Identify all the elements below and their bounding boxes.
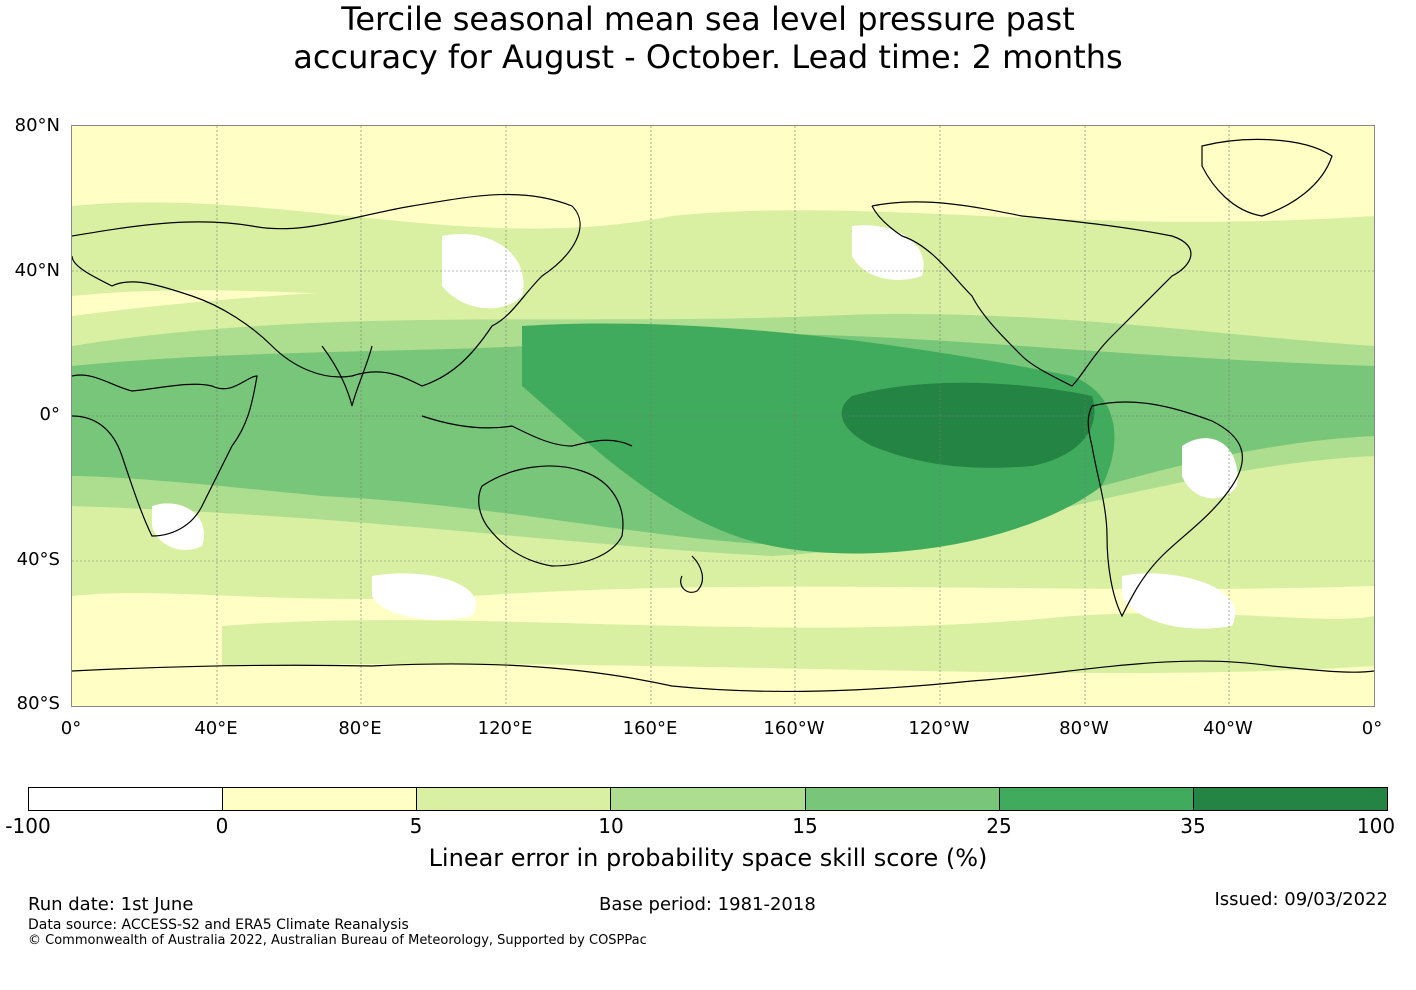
lon-label-120e: 120°E bbox=[477, 718, 533, 739]
colorbar bbox=[28, 787, 1388, 811]
lat-label-80s: 80°S bbox=[16, 693, 60, 714]
skill-patch-white-south-africa bbox=[152, 503, 204, 550]
lon-label-80e: 80°E bbox=[338, 718, 382, 739]
lon-label-120w: 120°W bbox=[908, 718, 970, 739]
skill-patch-lightgreen-south bbox=[222, 613, 1374, 674]
lon-label-40w: 40°W bbox=[1203, 718, 1253, 739]
skill-patch-darkgreen-pacific bbox=[522, 323, 1115, 554]
coastlines bbox=[72, 138, 1374, 693]
colorbar-bin-4 bbox=[611, 788, 806, 810]
base-period: Base period: 1981-2018 bbox=[599, 894, 816, 915]
colorbar-bin-6 bbox=[999, 788, 1194, 810]
run-date: Run date: 1st June bbox=[28, 894, 194, 915]
lon-label-0-east: 0° bbox=[1361, 718, 1383, 739]
coastline-south-america bbox=[1087, 401, 1243, 618]
coastline-africa bbox=[72, 374, 258, 537]
copyright: © Commonwealth of Australia 2022, Austra… bbox=[28, 933, 647, 948]
title-line-2: accuracy for August - October. Lead time… bbox=[293, 38, 1123, 76]
coastline-india bbox=[321, 345, 373, 407]
skill-field bbox=[72, 202, 1374, 674]
issued-date: Issued: 09/03/2022 bbox=[1214, 889, 1388, 910]
colorbar-tick-2: 0 bbox=[215, 814, 229, 838]
coastline-antarctica bbox=[72, 660, 1374, 693]
colorbar-tick-5: 15 bbox=[792, 814, 818, 838]
lon-label-160e: 160°E bbox=[622, 718, 678, 739]
colorbar-tick-3: 5 bbox=[409, 814, 423, 838]
title-line-1: Tercile seasonal mean sea level pressure… bbox=[341, 0, 1075, 38]
coastline-north-america bbox=[871, 201, 1192, 387]
skill-patch-darkestgreen-pacific bbox=[841, 382, 1095, 468]
lon-label-160w: 160°W bbox=[763, 718, 825, 739]
skill-patch-white-nw-pacific bbox=[442, 234, 524, 309]
coastline-eurasia bbox=[72, 193, 581, 387]
skill-score-map bbox=[71, 125, 1375, 707]
colorbar-bin-3 bbox=[417, 788, 612, 810]
coastline-greenland bbox=[1201, 138, 1333, 217]
skill-patch-white-south-america bbox=[1182, 438, 1238, 499]
colorbar-bin-5 bbox=[805, 788, 1000, 810]
map-title: Tercile seasonal mean sea level pressure… bbox=[0, 0, 1416, 76]
coastline-australia bbox=[478, 465, 624, 567]
colorbar-tick-8: 100 bbox=[1356, 814, 1396, 838]
coastline-indonesia bbox=[421, 415, 633, 447]
lat-label-40n: 40°N bbox=[14, 260, 60, 281]
skill-patch-white-southern-ocean-2 bbox=[1122, 573, 1236, 629]
lon-label-80w: 80°W bbox=[1059, 718, 1109, 739]
coastline-new-zealand bbox=[680, 555, 704, 593]
skill-patch-white-ne-pacific bbox=[852, 225, 924, 280]
lon-label-0: 0° bbox=[60, 718, 82, 739]
colorbar-bin-7 bbox=[1193, 788, 1387, 810]
colorbar-bin-2 bbox=[223, 788, 418, 810]
colorbar-label: Linear error in probability space skill … bbox=[428, 844, 988, 872]
lat-label-0: 0° bbox=[39, 404, 60, 425]
data-source: Data source: ACCESS-S2 and ERA5 Climate … bbox=[28, 917, 409, 933]
colorbar-tick-7: 35 bbox=[1180, 814, 1206, 838]
lat-label-80n: 80°N bbox=[14, 115, 60, 136]
colorbar-bin-1 bbox=[29, 788, 224, 810]
lon-label-40e: 40°E bbox=[194, 718, 238, 739]
skill-patch-white-southern-ocean-1 bbox=[372, 573, 476, 620]
colorbar-tick-4: 10 bbox=[598, 814, 624, 838]
colorbar-tick-6: 25 bbox=[986, 814, 1012, 838]
colorbar-tick-1: -100 bbox=[5, 814, 51, 838]
map-canvas bbox=[72, 126, 1374, 706]
lat-label-40s: 40°S bbox=[16, 549, 60, 570]
